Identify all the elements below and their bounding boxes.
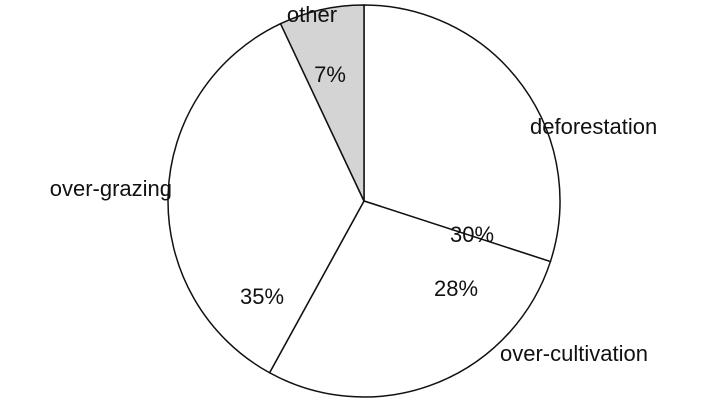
value-label: 30% [450,222,494,247]
category-label: other [287,2,337,27]
category-label: over-grazing [50,176,172,201]
category-label: over-cultivation [500,341,648,366]
chart: deforestation 30% over-cultivation 28% over-… [0,0,703,400]
value-label: 7% [314,62,346,87]
value-label: 35% [240,284,284,309]
value-label: 28% [434,276,478,301]
category-label: deforestation [530,114,657,139]
